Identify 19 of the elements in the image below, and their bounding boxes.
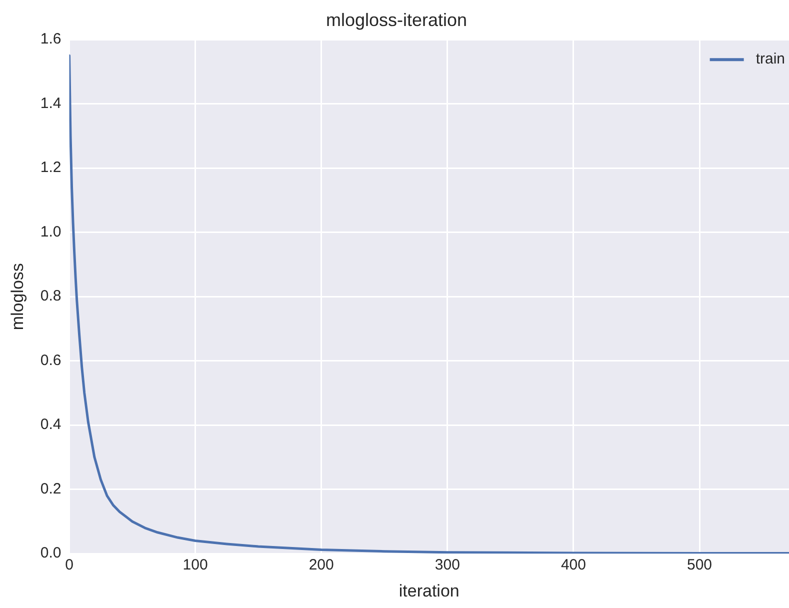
y-tick-label: 0.0 [40,544,62,562]
x-tick-label: 500 [686,556,712,574]
y-axis-title: mlogloss [8,263,27,330]
x-tick-label: 100 [182,556,208,574]
x-tick-label: 400 [560,556,586,574]
y-tick-label: 1.0 [40,223,62,240]
x-tick-label: 0 [65,556,74,574]
y-tick-label: 0.2 [40,480,62,498]
chart-title: mlogloss-iteration [326,10,468,30]
y-tick-label: 1.6 [40,30,62,48]
y-tick-label: 0.6 [40,352,62,369]
legend-label: train [756,50,786,68]
y-tick-label: 0.4 [40,416,62,434]
x-tick-label: 200 [308,556,334,574]
y-tick-label: 1.4 [40,94,62,112]
y-tick-label: 1.2 [40,159,62,176]
y-tick-label: 0.8 [40,288,62,305]
x-axis-title: iteration [398,581,460,600]
x-tick-label: 300 [434,556,460,574]
